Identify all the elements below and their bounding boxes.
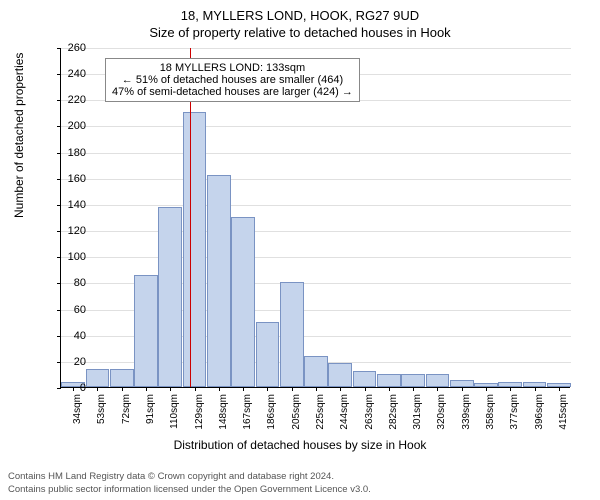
gridline (61, 126, 571, 127)
ytick-label: 40 (56, 330, 86, 342)
xtick-mark (316, 387, 317, 391)
xtick-label: 320sqm (436, 394, 447, 434)
xtick-mark (122, 387, 123, 391)
annotation-box: 18 MYLLERS LOND: 133sqm ← 51% of detache… (105, 58, 360, 102)
xtick-mark (437, 387, 438, 391)
y-axis-label: Number of detached properties (12, 53, 26, 218)
bar (231, 217, 255, 387)
xtick-mark (510, 387, 511, 391)
chart-title: 18, MYLLERS LOND, HOOK, RG27 9UD (0, 0, 600, 23)
bar (207, 175, 231, 387)
footer-attribution: Contains HM Land Registry data © Crown c… (8, 471, 371, 496)
xtick-mark (389, 387, 390, 391)
bar (256, 322, 280, 387)
ytick-label: 0 (56, 382, 86, 394)
xtick-mark (535, 387, 536, 391)
bar (426, 374, 450, 387)
xtick-label: 415sqm (558, 394, 569, 434)
xtick-label: 167sqm (242, 394, 253, 434)
bar (304, 356, 328, 387)
ytick-label: 180 (56, 147, 86, 159)
xtick-label: 358sqm (485, 394, 496, 434)
xtick-label: 244sqm (339, 394, 350, 434)
annotation-line: 47% of semi-detached houses are larger (… (112, 86, 353, 98)
xtick-mark (462, 387, 463, 391)
xtick-mark (340, 387, 341, 391)
ytick-label: 100 (56, 251, 86, 263)
xtick-mark (413, 387, 414, 391)
gridline (61, 48, 571, 49)
xtick-mark (170, 387, 171, 391)
annotation-line: 18 MYLLERS LOND: 133sqm (112, 62, 353, 74)
xtick-mark (195, 387, 196, 391)
gridline (61, 257, 571, 258)
xtick-label: 339sqm (461, 394, 472, 434)
ytick-label: 200 (56, 120, 86, 132)
chart-subtitle: Size of property relative to detached ho… (0, 23, 600, 40)
xtick-label: 34sqm (72, 394, 83, 434)
ytick-label: 80 (56, 277, 86, 289)
bar (401, 374, 425, 387)
xtick-label: 129sqm (194, 394, 205, 434)
ytick-label: 120 (56, 225, 86, 237)
bar (353, 371, 377, 387)
bar (377, 374, 401, 387)
xtick-mark (267, 387, 268, 391)
xtick-label: 205sqm (291, 394, 302, 434)
gridline (61, 231, 571, 232)
xtick-label: 282sqm (388, 394, 399, 434)
xtick-label: 301sqm (412, 394, 423, 434)
xtick-label: 186sqm (266, 394, 277, 434)
bar (280, 282, 304, 387)
ytick-label: 20 (56, 356, 86, 368)
gridline (61, 179, 571, 180)
xtick-label: 91sqm (145, 394, 156, 434)
xtick-mark (292, 387, 293, 391)
ytick-label: 140 (56, 199, 86, 211)
ytick-label: 240 (56, 68, 86, 80)
xtick-label: 110sqm (169, 394, 180, 434)
xtick-label: 396sqm (534, 394, 545, 434)
xtick-mark (146, 387, 147, 391)
annotation-line: ← 51% of detached houses are smaller (46… (112, 74, 353, 86)
xtick-label: 148sqm (218, 394, 229, 434)
ytick-label: 160 (56, 173, 86, 185)
xtick-mark (559, 387, 560, 391)
bar (158, 207, 182, 387)
xtick-label: 72sqm (121, 394, 132, 434)
ytick-label: 60 (56, 304, 86, 316)
bar (86, 369, 110, 387)
ytick-label: 260 (56, 42, 86, 54)
ytick-label: 220 (56, 94, 86, 106)
xtick-label: 225sqm (315, 394, 326, 434)
x-axis-label: Distribution of detached houses by size … (0, 438, 600, 452)
xtick-mark (219, 387, 220, 391)
xtick-label: 377sqm (509, 394, 520, 434)
xtick-mark (243, 387, 244, 391)
xtick-mark (97, 387, 98, 391)
xtick-label: 53sqm (96, 394, 107, 434)
xtick-mark (365, 387, 366, 391)
footer-line: Contains public sector information licen… (8, 484, 371, 496)
gridline (61, 153, 571, 154)
footer-line: Contains HM Land Registry data © Crown c… (8, 471, 371, 483)
bar (183, 112, 207, 387)
bar (110, 369, 134, 387)
bar (134, 275, 158, 387)
xtick-mark (486, 387, 487, 391)
gridline (61, 205, 571, 206)
xtick-label: 263sqm (364, 394, 375, 434)
bar (328, 363, 352, 387)
